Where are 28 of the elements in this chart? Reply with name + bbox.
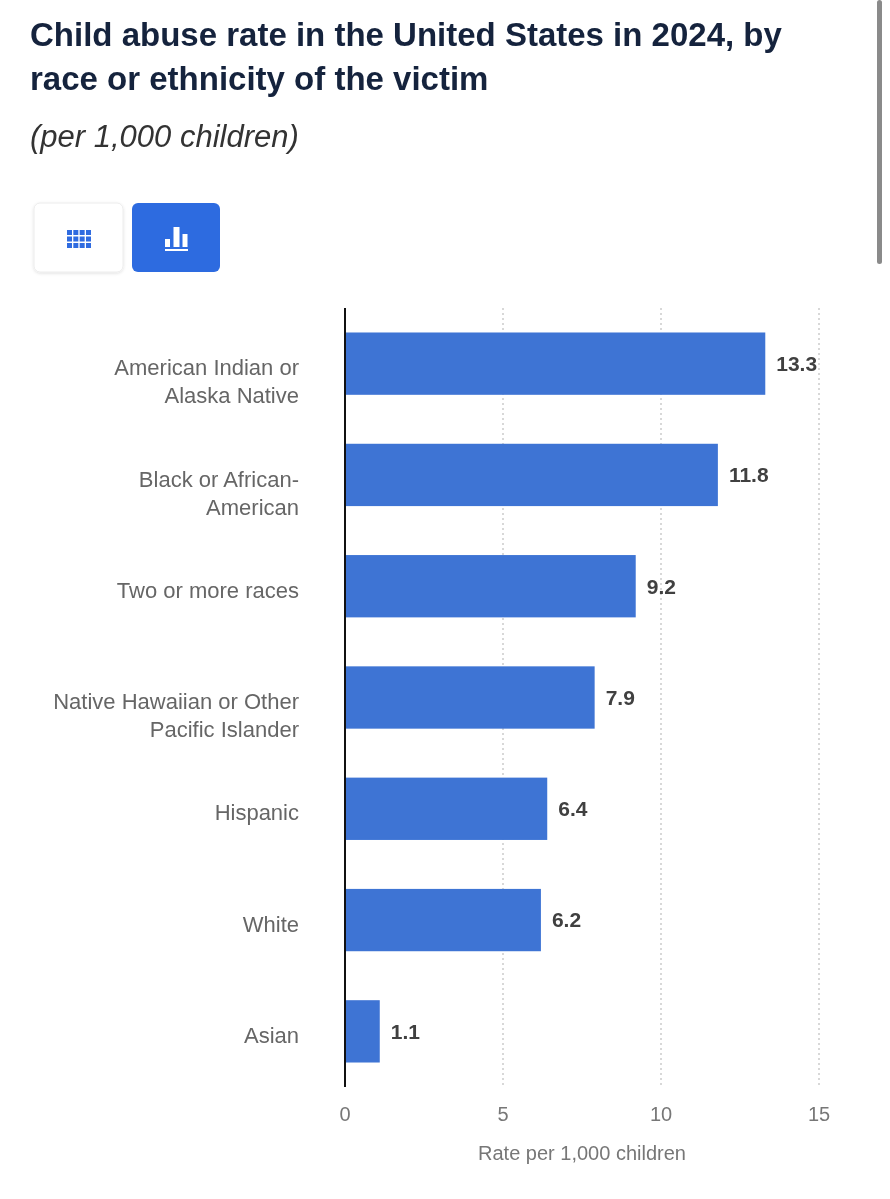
y-tick-label: Hispanic — [214, 800, 299, 826]
x-tick-label: 15 — [807, 1103, 831, 1125]
y-tick-label: American Indian or Alaska Native — [114, 355, 299, 409]
bar — [345, 888, 541, 952]
chart-title: Child abuse rate in the United States in 2024, by race or ethnicity of the victim — [30, 16, 783, 97]
data-label: 1.1 — [390, 1019, 421, 1043]
x-tick-label: 0 — [339, 1103, 351, 1125]
data-label: 7.9 — [605, 685, 635, 709]
data-label: 9.2 — [646, 574, 676, 598]
data-label: 11.8 — [728, 463, 769, 487]
data-label: 6.4 — [558, 797, 588, 821]
bar — [345, 443, 718, 507]
y-tick-label: Two or more races — [116, 577, 299, 603]
bar — [345, 666, 595, 729]
bar — [345, 555, 636, 618]
y-tick-label: Black or African-American — [138, 466, 299, 520]
bar — [345, 332, 766, 395]
chart-subtitle: (per 1,000 children) — [30, 119, 299, 154]
x-axis-title: Rate per 1,000 children — [478, 1142, 686, 1164]
bar — [345, 1000, 380, 1063]
data-label: 13.3 — [776, 351, 818, 375]
x-tick-label: 5 — [497, 1103, 509, 1125]
y-tick-label: Native Hawaiian or Other Pacific Islander — [53, 689, 299, 743]
y-tick-label: Asian — [243, 1023, 299, 1049]
bar — [345, 777, 548, 840]
data-label: 6.2 — [551, 908, 582, 932]
x-tick-label: 10 — [649, 1103, 673, 1125]
y-tick-label: White — [242, 911, 299, 937]
